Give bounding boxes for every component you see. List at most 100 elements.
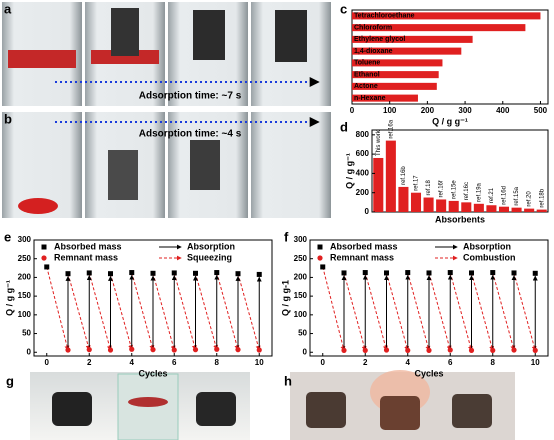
legend-label: Remnant mass bbox=[54, 252, 118, 262]
y-tick-label: 300 bbox=[18, 235, 32, 244]
y-tick-label: 250 bbox=[294, 254, 308, 263]
legend-marker bbox=[317, 255, 323, 261]
category-label: Actone bbox=[354, 83, 378, 90]
y-tick-label: 150 bbox=[294, 291, 308, 300]
point bbox=[468, 347, 475, 353]
sponge bbox=[275, 10, 307, 62]
photo-caption: Adsorption time: ~4 s bbox=[139, 129, 242, 140]
panel-label: f bbox=[284, 229, 289, 244]
liquid bbox=[91, 50, 159, 64]
point bbox=[511, 270, 517, 276]
point bbox=[86, 347, 92, 353]
photo-row-a: Adsorption time: ~7 s bbox=[2, 2, 331, 106]
photo bbox=[251, 112, 331, 218]
panel-label: e bbox=[4, 229, 11, 244]
category-label: ref.20 bbox=[527, 191, 533, 207]
connector bbox=[513, 272, 537, 352]
bar bbox=[352, 35, 473, 43]
legend-label: Absorbed mass bbox=[330, 241, 398, 251]
point bbox=[86, 270, 92, 276]
connector bbox=[428, 272, 452, 351]
legend-label: Squeezing bbox=[187, 252, 232, 262]
point bbox=[108, 271, 113, 277]
legend-label: Absorbed mass bbox=[54, 241, 122, 251]
category-label: ref.17 bbox=[414, 175, 420, 191]
category-label: ref.16f bbox=[439, 180, 445, 197]
point bbox=[214, 270, 220, 276]
point bbox=[214, 346, 220, 352]
legend-label: Absorption bbox=[187, 241, 235, 251]
point bbox=[150, 270, 156, 276]
panel-label: c bbox=[340, 1, 347, 16]
x-tick-label: 0 bbox=[350, 106, 355, 115]
connector bbox=[449, 272, 473, 352]
bar bbox=[398, 186, 409, 212]
sponge bbox=[452, 394, 492, 428]
panel-label: a bbox=[4, 1, 12, 16]
y-axis-title: Q / g g⁻¹ bbox=[4, 280, 14, 316]
photo-row-h bbox=[290, 370, 515, 440]
sponge bbox=[196, 392, 236, 426]
plot-frame bbox=[309, 239, 549, 357]
x-tick-label: 200 bbox=[421, 106, 435, 115]
plot-frame bbox=[33, 239, 273, 357]
sponge bbox=[306, 392, 346, 428]
point bbox=[532, 347, 538, 353]
point bbox=[490, 347, 496, 353]
sponge bbox=[193, 10, 225, 60]
category-label: ref.18 bbox=[426, 180, 432, 196]
bar bbox=[461, 202, 472, 212]
point bbox=[171, 270, 177, 276]
plot-frame bbox=[351, 9, 549, 105]
bar bbox=[352, 47, 462, 55]
point bbox=[341, 347, 347, 353]
y-tick-label: 800 bbox=[356, 130, 370, 139]
y-tick-label: 50 bbox=[298, 329, 307, 338]
point bbox=[150, 347, 156, 353]
y-tick-label: 50 bbox=[22, 329, 31, 338]
legend-label: Combustion bbox=[463, 252, 516, 262]
x-tick-label: 8 bbox=[491, 358, 496, 367]
connector bbox=[386, 272, 410, 352]
bar bbox=[373, 157, 384, 212]
point bbox=[426, 270, 432, 276]
bar bbox=[473, 203, 484, 212]
bar bbox=[423, 197, 434, 212]
x-axis-title: Q / g g⁻¹ bbox=[432, 116, 468, 126]
point bbox=[490, 270, 496, 276]
x-tick-label: 400 bbox=[496, 106, 510, 115]
sponge bbox=[108, 150, 138, 200]
x-tick-label: 8 bbox=[215, 358, 220, 367]
y-tick-label: 0 bbox=[303, 347, 308, 356]
bar bbox=[352, 94, 418, 102]
x-tick-label: 0 bbox=[45, 358, 50, 367]
liquid bbox=[8, 50, 76, 68]
point bbox=[256, 347, 262, 353]
connector bbox=[173, 272, 197, 351]
y-tick-label: 200 bbox=[294, 273, 308, 282]
y-tick-label: 400 bbox=[356, 169, 370, 178]
connector bbox=[237, 273, 261, 351]
x-tick-label: 300 bbox=[458, 106, 472, 115]
legend-label: Remnant mass bbox=[330, 252, 394, 262]
point bbox=[44, 264, 50, 270]
point bbox=[235, 347, 241, 353]
connector bbox=[88, 272, 112, 351]
y-tick-label: 300 bbox=[294, 235, 308, 244]
connector bbox=[364, 272, 388, 351]
connector bbox=[407, 272, 431, 352]
category-label: ref.16c bbox=[464, 182, 470, 200]
category-label: 1,4-dioxane bbox=[354, 48, 393, 55]
x-tick-label: 0 bbox=[321, 358, 326, 367]
category-label: ref.16b bbox=[401, 166, 407, 185]
point bbox=[426, 347, 432, 353]
y-tick-label: 200 bbox=[356, 188, 370, 197]
sponge bbox=[380, 396, 420, 430]
x-tick-label: 6 bbox=[448, 358, 453, 367]
bar bbox=[498, 206, 510, 212]
connector bbox=[67, 273, 91, 351]
point bbox=[171, 347, 177, 353]
x-axis-title: Cycles bbox=[138, 368, 167, 378]
point bbox=[129, 346, 135, 352]
point bbox=[405, 347, 411, 353]
